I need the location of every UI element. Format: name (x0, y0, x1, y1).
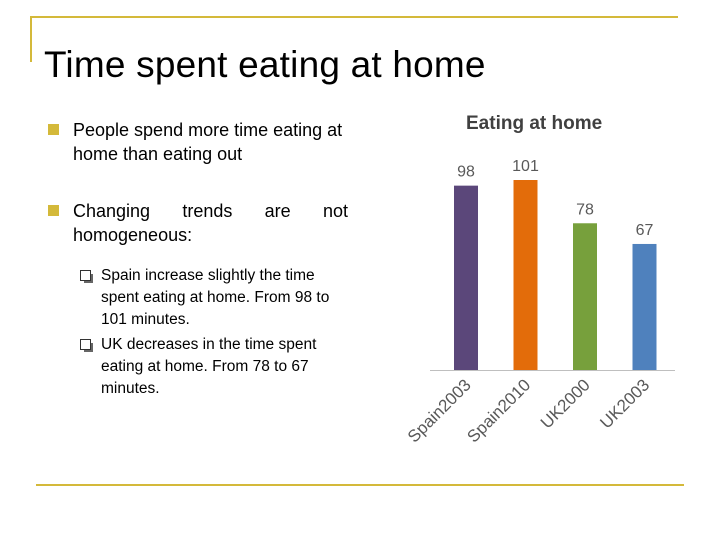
bar-uk2000 (573, 223, 597, 370)
bar-spain2010 (513, 180, 538, 370)
bullet-item: Changing trends are not homogeneous: Spa… (46, 199, 348, 400)
bullet-item: People spend more time eating at home th… (46, 118, 348, 166)
frame-left-border (30, 16, 32, 62)
x-tick-label: UK2000 (537, 375, 594, 432)
data-label: 101 (512, 158, 539, 175)
data-label: 67 (636, 222, 654, 239)
checkbox-bullet-icon (80, 270, 93, 283)
bar-uk2003 (632, 243, 657, 370)
square-bullet-icon (48, 124, 59, 135)
sub-bullet-list: Spain increase slightly the time spent e… (73, 265, 348, 400)
data-label: 78 (576, 201, 594, 218)
x-tick-label: Spain2003 (404, 375, 475, 446)
slide-title: Time spent eating at home (44, 44, 486, 85)
checkbox-bullet-icon (80, 339, 93, 352)
x-tick-label: Spain2010 (463, 375, 534, 446)
bar-chart: Eating at home 98 Spain2003 101 Spain2010 78 U… (404, 113, 675, 446)
sub-bullet-text: Spain increase slightly the time spent e… (101, 267, 330, 328)
sub-bullet-text: UK decreases in the time spent eating at… (101, 336, 317, 397)
x-tick-label: UK2003 (596, 375, 653, 432)
sub-bullet-item: UK decreases in the time spent eating at… (69, 334, 348, 400)
chart-title: Eating at home (466, 113, 602, 134)
bullet-text: People spend more time eating at home th… (73, 120, 343, 164)
data-label: 98 (457, 164, 475, 181)
sub-bullet-item: Spain increase slightly the time spent e… (69, 265, 348, 331)
frame-bottom-border (36, 484, 684, 486)
bullet-list: People spend more time eating at home th… (46, 118, 348, 433)
frame-top-border (30, 16, 678, 18)
square-bullet-icon (48, 205, 59, 216)
bar-spain2003 (454, 185, 478, 370)
bullet-text: Changing trends are not homogeneous: (73, 201, 348, 245)
